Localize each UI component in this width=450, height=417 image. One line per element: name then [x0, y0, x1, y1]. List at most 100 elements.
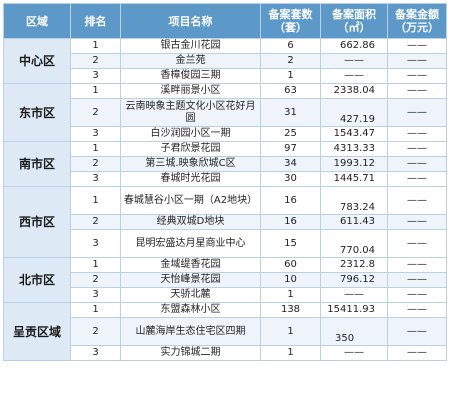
amount-cell: ——	[387, 229, 447, 258]
rank-cell: 2	[70, 214, 121, 230]
region-cell: 西市区	[3, 186, 71, 258]
amount-cell: ——	[387, 171, 447, 187]
rank-cell: 2	[70, 317, 121, 346]
rank-cell: 1	[70, 141, 121, 157]
table-row: 2 金兰苑 2 —— ——	[4, 53, 447, 69]
project-cell: 昆明宏盛达月星商业中心	[120, 229, 261, 258]
header-count: 备案套数（套）	[260, 3, 321, 39]
table-row: 3 实力锦城二期 1 —— ——	[4, 345, 447, 361]
project-cell: 香樟俊园三期	[120, 68, 261, 84]
project-cell: 子君欣景花园	[120, 141, 261, 157]
count-cell: 2	[260, 53, 321, 69]
header-region: 区域	[3, 3, 71, 39]
project-cell: 山麓海岸生态住宅区四期	[120, 317, 261, 346]
rank-cell: 2	[70, 53, 121, 69]
table-row: 3 香樟俊园三期 1 —— ——	[4, 68, 447, 84]
region-cell: 呈贡区域	[3, 302, 71, 361]
rank-cell: 2	[70, 156, 121, 172]
project-cell: 第三城.映象欣城C区	[120, 156, 261, 172]
area-cell: 1543.47	[320, 126, 388, 142]
count-cell: 15	[260, 229, 321, 258]
count-cell: 1	[260, 68, 321, 84]
amount-cell: ——	[387, 53, 447, 69]
amount-cell: ——	[387, 257, 447, 273]
count-cell: 16	[260, 214, 321, 230]
rank-cell: 3	[70, 345, 121, 361]
count-cell: 16	[260, 186, 321, 215]
region-cell: 南市区	[3, 141, 71, 187]
table-row: 3 春城时光花园 30 1445.71 ——	[4, 171, 447, 187]
amount-cell: ——	[387, 68, 447, 84]
count-cell: 25	[260, 126, 321, 142]
area-cell: ——	[320, 287, 388, 303]
project-cell: 白沙润园小区一期	[120, 126, 261, 142]
area-cell: 783.24	[320, 186, 388, 215]
project-cell: 春城时光花园	[120, 171, 261, 187]
rank-cell: 1	[70, 83, 121, 99]
project-cell: 春城慧谷小区一期（A2地块）	[120, 186, 261, 215]
project-cell: 金兰苑	[120, 53, 261, 69]
filing-table: 区域 排名 项目名称 备案套数（套） 备案面积（㎡） 备案金额（万元） 中心区 …	[3, 3, 447, 361]
count-cell: 1	[260, 345, 321, 361]
project-cell: 经典双城D地块	[120, 214, 261, 230]
area-cell: 1445.71	[320, 171, 388, 187]
rank-cell: 1	[70, 302, 121, 318]
table-row: 3 天骄北麓 1 —— ——	[4, 287, 447, 303]
region-cell: 中心区	[3, 38, 71, 84]
amount-cell: ——	[387, 156, 447, 172]
project-cell: 溪畔丽景小区	[120, 83, 261, 99]
project-cell: 天怡峰景花园	[120, 272, 261, 288]
amount-cell: ——	[387, 272, 447, 288]
table-row: 2 第三城.映象欣城C区 34 1993.12 ——	[4, 156, 447, 172]
area-cell: 4313.33	[320, 141, 388, 157]
rank-cell: 3	[70, 229, 121, 258]
area-cell: 796.12	[320, 272, 388, 288]
amount-cell: ——	[387, 38, 447, 54]
header-row: 区域 排名 项目名称 备案套数（套） 备案面积（㎡） 备案金额（万元）	[3, 3, 447, 39]
header-project: 项目名称	[120, 3, 261, 39]
table-row: 2 山麓海岸生态住宅区四期 1 350 ——	[4, 317, 447, 346]
amount-cell: ——	[387, 317, 447, 346]
area-cell: ——	[320, 53, 388, 69]
table-row: 中心区 1 银古金川花园 6 662.86 ——	[3, 38, 447, 84]
count-cell: 10	[260, 272, 321, 288]
rank-cell: 1	[70, 257, 121, 273]
header-area: 备案面积（㎡）	[320, 3, 388, 39]
count-cell: 63	[260, 83, 321, 99]
count-cell: 31	[260, 98, 321, 127]
amount-cell: ——	[387, 345, 447, 361]
count-cell: 97	[260, 141, 321, 157]
count-cell: 138	[260, 302, 321, 318]
table-row: 南市区 1 子君欣景花园 97 4313.33 ——	[3, 141, 447, 187]
rank-cell: 1	[70, 38, 121, 54]
count-cell: 30	[260, 171, 321, 187]
area-cell: 2312.8	[320, 257, 388, 273]
table-row: 北市区 1 金域缇香花园 60 2312.8 ——	[3, 257, 447, 303]
count-cell: 6	[260, 38, 321, 54]
area-cell: 611.43	[320, 214, 388, 230]
area-cell: 15411.93	[320, 302, 388, 318]
amount-cell: ——	[387, 186, 447, 215]
rank-cell: 3	[70, 126, 121, 142]
project-cell: 东盟森林小区	[120, 302, 261, 318]
project-cell: 云南映象主题文化小区花好月圆	[120, 98, 261, 127]
table-row: 东市区 1 溪畔丽景小区 63 2338.04 ——	[3, 83, 447, 142]
amount-cell: ——	[387, 83, 447, 99]
area-cell: 1993.12	[320, 156, 388, 172]
area-cell: ——	[320, 68, 388, 84]
area-cell: 427.19	[320, 98, 388, 127]
count-cell: 1	[260, 287, 321, 303]
region-cell: 北市区	[3, 257, 71, 303]
amount-cell: ——	[387, 98, 447, 127]
count-cell: 1	[260, 317, 321, 346]
region-cell: 东市区	[3, 83, 71, 142]
rank-cell: 2	[70, 98, 121, 127]
project-cell: 金域缇香花园	[120, 257, 261, 273]
amount-cell: ——	[387, 141, 447, 157]
amount-cell: ——	[387, 126, 447, 142]
rank-cell: 2	[70, 272, 121, 288]
project-cell: 实力锦城二期	[120, 345, 261, 361]
table-row: 3 白沙润园小区一期 25 1543.47 ——	[4, 126, 447, 142]
rank-cell: 3	[70, 287, 121, 303]
amount-cell: ——	[387, 287, 447, 303]
